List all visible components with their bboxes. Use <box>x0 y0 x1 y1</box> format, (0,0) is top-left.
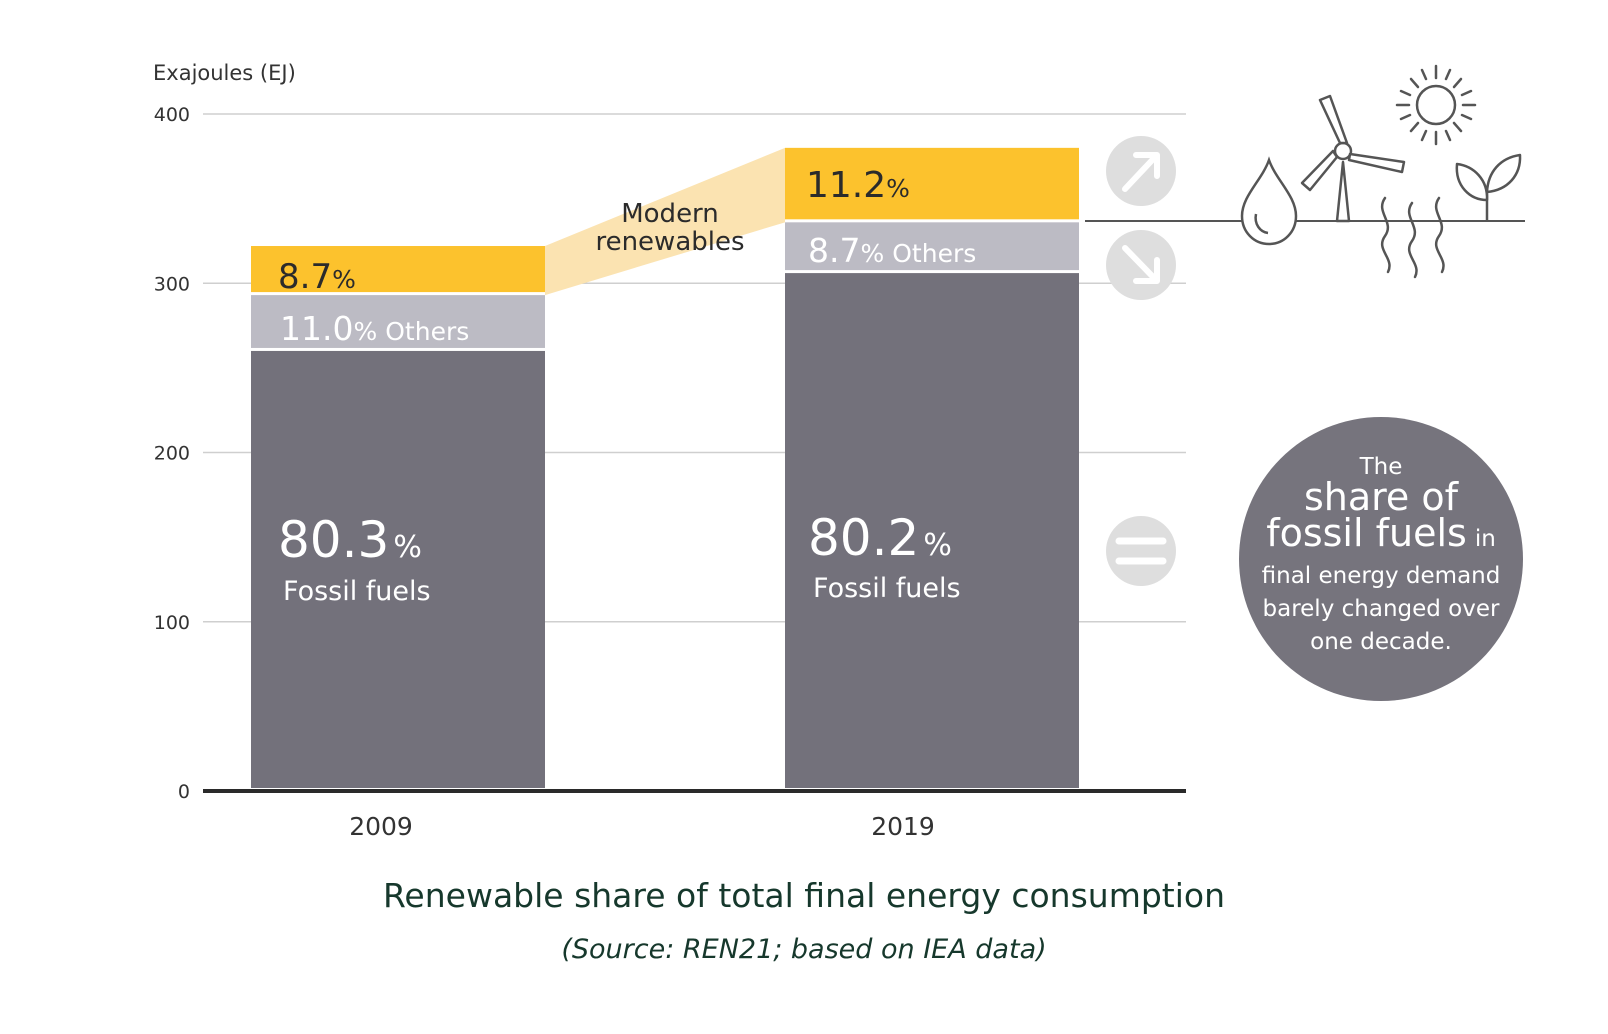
x-tick-label-2019: 2019 <box>871 812 935 841</box>
arrow-up-right-icon <box>1106 136 1176 206</box>
y-tick-label-200: 200 <box>154 443 190 465</box>
plant-sprout-icon <box>1455 153 1522 221</box>
callout-line4: final energy demand <box>1262 563 1501 589</box>
chart-title: Renewable share of total final energy co… <box>382 876 1225 915</box>
callout-line5: barely changed over <box>1263 596 1500 622</box>
bar-stack-group <box>251 147 1079 789</box>
bar-others-2019 <box>785 222 1079 271</box>
bar-fossil-fuels-2009 <box>251 350 545 788</box>
y-axis-ticks: 0 100 200 300 400 <box>154 104 190 803</box>
connector-label-line2: renewables <box>595 227 744 257</box>
callout-line1: The <box>1359 454 1403 480</box>
bar-fossil-fuels-2019 <box>785 273 1079 789</box>
water-drop-icon <box>1240 156 1298 246</box>
callout-line6: one decade. <box>1310 629 1452 655</box>
others-share-2019: 8.7% Others <box>808 231 976 270</box>
renewables-share-2019: 11.2% <box>806 165 910 206</box>
modern-renewables-connector <box>545 147 785 296</box>
y-axis-title: Exajoules (EJ) <box>153 61 296 85</box>
geothermal-heat-icon <box>1380 196 1445 279</box>
callout-line3: fossil fuels in <box>1266 511 1496 555</box>
chart-source: (Source: REN21; based on IEA data) <box>561 934 1047 965</box>
bar-modern-renewables-2019 <box>785 147 1079 220</box>
y-tick-label-300: 300 <box>154 273 190 295</box>
others-share-2009: 11.0% Others <box>280 309 469 348</box>
renewables-share-2009: 8.7% <box>278 257 356 297</box>
sun-icon <box>1395 64 1477 146</box>
x-tick-label-2009: 2009 <box>349 812 413 841</box>
fossil-share-callout: The share of fossil fuels in final energy… <box>1239 417 1523 701</box>
y-tick-label-100: 100 <box>154 612 190 634</box>
bar-modern-renewables-2009 <box>251 246 545 293</box>
wind-turbine-icon <box>1300 94 1406 223</box>
y-tick-label-400: 400 <box>154 104 190 126</box>
equals-icon <box>1106 516 1176 586</box>
connector-label-line1: Modern <box>621 199 719 229</box>
bar-others-2009 <box>251 295 545 348</box>
fossil-label-2009: Fossil fuels <box>283 576 431 607</box>
callout-line2: share of <box>1304 475 1460 519</box>
y-tick-label-0: 0 <box>178 781 190 803</box>
arrow-down-right-icon <box>1106 230 1176 300</box>
fossil-share-2009: 80.3% <box>278 511 422 569</box>
fossil-share-2019: 80.2% <box>808 509 952 567</box>
fossil-label-2019: Fossil fuels <box>813 573 961 604</box>
